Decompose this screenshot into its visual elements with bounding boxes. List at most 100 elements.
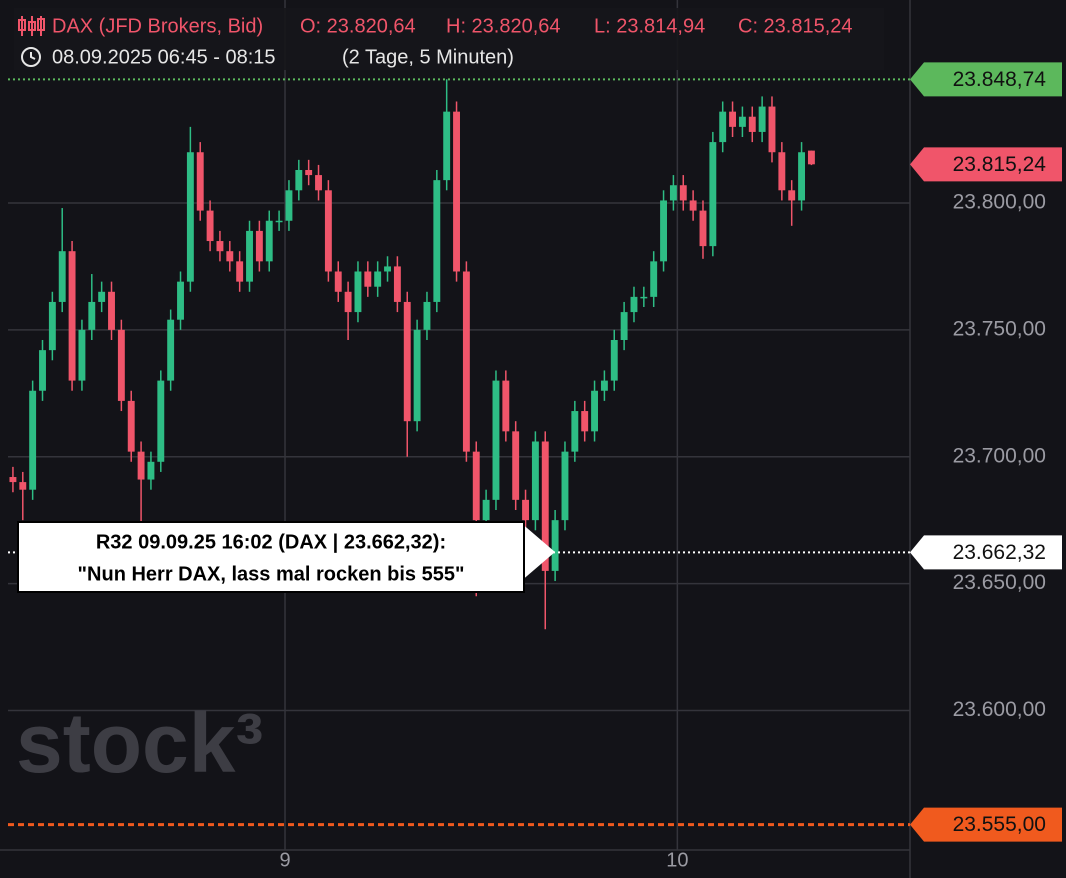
candle-body	[660, 200, 668, 262]
legend-text: H: 23.820,64	[446, 15, 561, 37]
y-tick-label: 23.800,00	[953, 191, 1046, 214]
candle-body	[186, 152, 194, 282]
candle-body	[600, 380, 608, 391]
candle-body	[433, 180, 441, 302]
candle-body	[522, 499, 529, 521]
candle-body	[236, 261, 244, 282]
candle-body	[591, 390, 598, 432]
candle-body	[147, 461, 155, 480]
candle-body	[157, 380, 165, 462]
candle-body	[423, 301, 431, 330]
legend-text: L: 23.814,94	[594, 15, 705, 37]
candle-body	[679, 185, 687, 201]
candle-body	[334, 271, 342, 292]
candle-body	[719, 111, 727, 143]
interval: (2 Tage, 5 Minuten)	[342, 46, 514, 68]
candle-body	[413, 329, 421, 422]
annotation: R32 09.09.25 16:02 (DAX | 23.662,32): "N…	[17, 521, 555, 593]
candle-body	[472, 451, 480, 521]
y-tick-label: 23.700,00	[953, 444, 1046, 467]
candle-body	[650, 261, 658, 297]
x-tick-label: 9	[279, 849, 290, 871]
level-tag	[910, 62, 1062, 97]
candle-body	[561, 451, 569, 521]
candle-body	[68, 251, 76, 381]
watermark: stock³	[16, 696, 263, 790]
candle-body	[768, 106, 776, 153]
header-box	[14, 8, 884, 70]
candle-body	[315, 175, 322, 191]
candle-body	[9, 477, 17, 483]
candle-body	[482, 499, 490, 521]
candle-body	[738, 116, 746, 127]
annotation-box	[17, 521, 525, 593]
annotation-line: R32 09.09.25 16:02 (DAX | 23.662,32):	[96, 531, 446, 553]
candle-body	[462, 271, 470, 452]
candle-body	[324, 190, 332, 272]
level-tag	[910, 807, 1062, 842]
level-label: 23.848,74	[953, 68, 1047, 91]
candle-body	[492, 380, 500, 500]
candle-body	[285, 190, 293, 221]
candle-body	[137, 451, 145, 480]
candle-body	[620, 312, 628, 340]
candle-body	[295, 170, 303, 191]
candle-body	[669, 185, 677, 201]
candle-body	[78, 329, 86, 381]
candles	[9, 79, 815, 630]
candle-body	[246, 230, 253, 282]
level-label: 23.815,24	[953, 153, 1047, 176]
candle-body	[117, 329, 125, 401]
level-tag	[910, 147, 1062, 182]
candle-body	[551, 520, 559, 571]
candle-body	[709, 142, 717, 247]
candle-body	[177, 281, 184, 320]
candle-body	[778, 152, 786, 191]
candle-body	[571, 411, 579, 452]
candle-body	[453, 111, 460, 272]
candle-body	[196, 152, 204, 211]
candle-body	[758, 106, 766, 132]
annotation-pointer	[520, 522, 555, 582]
candle-body	[374, 271, 382, 287]
candle-body	[255, 230, 263, 262]
candle-body	[541, 441, 549, 571]
candle-body	[729, 111, 737, 127]
candle-body	[798, 152, 806, 201]
candle-body	[610, 340, 618, 381]
candle-body	[39, 350, 46, 391]
candle-body	[48, 301, 56, 351]
candle-body	[88, 301, 96, 330]
y-tick-label: 23.750,00	[953, 317, 1046, 340]
candle-body	[226, 251, 234, 262]
candle-body	[19, 482, 27, 490]
candle-body	[748, 116, 756, 132]
candle-body	[699, 210, 707, 247]
candle-body	[403, 301, 411, 422]
candle-body	[127, 400, 135, 452]
levels: 23.848,74 23.815,24 23.662,32 23.555,00	[8, 62, 1062, 842]
candle-body	[393, 266, 401, 302]
clock-icon	[21, 47, 41, 67]
level-tag	[910, 535, 1062, 570]
level-label: 23.662,32	[953, 541, 1046, 564]
candle-body	[305, 170, 313, 176]
candle-body	[58, 251, 66, 302]
candle-body	[29, 390, 37, 490]
candle-body	[384, 266, 391, 272]
candle-body	[206, 210, 214, 242]
candle-body	[265, 220, 273, 262]
candle-body	[640, 296, 648, 299]
candle-body	[364, 271, 372, 287]
candle-body	[344, 291, 352, 313]
legend-text: C: 23.815,24	[738, 15, 853, 37]
x-tick-label: 10	[666, 849, 688, 871]
period: 08.09.2025 06:45 - 08:15	[52, 46, 276, 68]
candle-icon	[18, 16, 45, 36]
candle-body	[98, 291, 106, 302]
candle-body	[275, 220, 283, 223]
